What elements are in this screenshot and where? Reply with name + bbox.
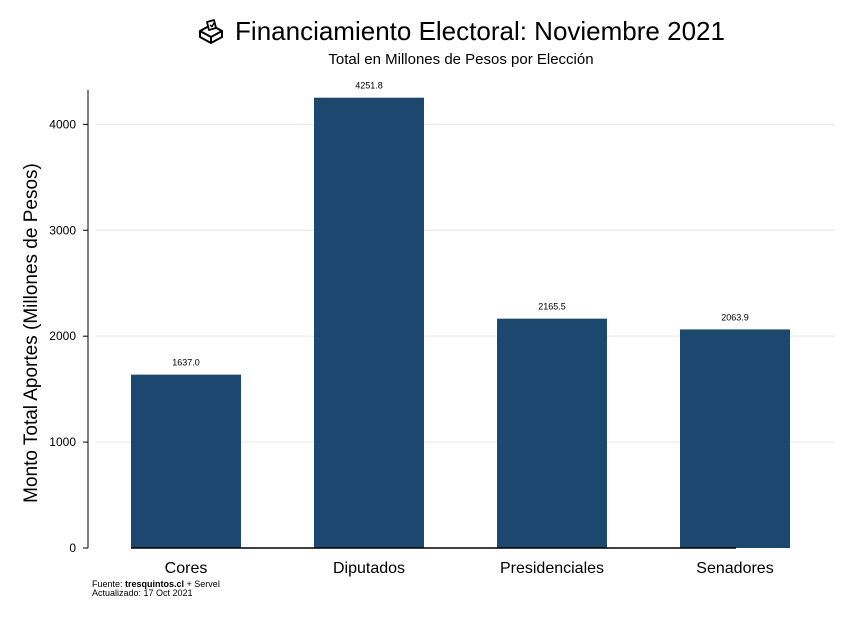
bar-cores — [131, 374, 241, 548]
source-line: Fuente: tresquintos.cl + Servel — [92, 580, 220, 589]
data-label: 2165.5 — [538, 302, 566, 312]
source-prefix: Fuente: — [92, 579, 126, 589]
chart-subtitle: Total en Millones de Pesos por Elección — [328, 51, 594, 68]
bar-diputados — [314, 97, 424, 548]
y-axis-title: Monto Total Aportes (Millones de Pesos) — [21, 163, 42, 503]
chart-title: Financiamiento Electoral: Noviembre 2021 — [235, 16, 725, 46]
source-link: tresquintos.cl — [125, 579, 185, 589]
data-label: 2063.9 — [721, 312, 749, 322]
y-tick-label: 3000 — [49, 223, 76, 237]
bar-senadores — [680, 329, 790, 548]
source-suffix: + Servel — [184, 579, 220, 589]
x-tick-label: Presidenciales — [500, 560, 604, 577]
y-tick-label: 2000 — [49, 329, 76, 343]
source-note: Fuente: tresquintos.cl + Servel Actualiz… — [92, 580, 220, 598]
ballot-box-icon — [199, 18, 224, 44]
data-label: 1637.0 — [172, 358, 200, 368]
updated-date: Actualizado: 17 Oct 2021 — [92, 588, 193, 598]
data-label: 4251.8 — [355, 81, 383, 91]
y-tick-label: 1000 — [49, 435, 76, 449]
bar-presidenciales — [497, 318, 607, 548]
x-tick-label: Diputados — [333, 560, 405, 577]
chart-title-group: Financiamiento Electoral: Noviembre 2021 — [197, 16, 725, 47]
x-tick-label: Cores — [165, 560, 208, 577]
y-tick-label: 0 — [69, 541, 76, 555]
chart-header: Financiamiento Electoral: Noviembre 2021 — [0, 16, 848, 50]
x-tick-label: Senadores — [696, 560, 773, 577]
y-tick-label: 4000 — [49, 117, 76, 131]
